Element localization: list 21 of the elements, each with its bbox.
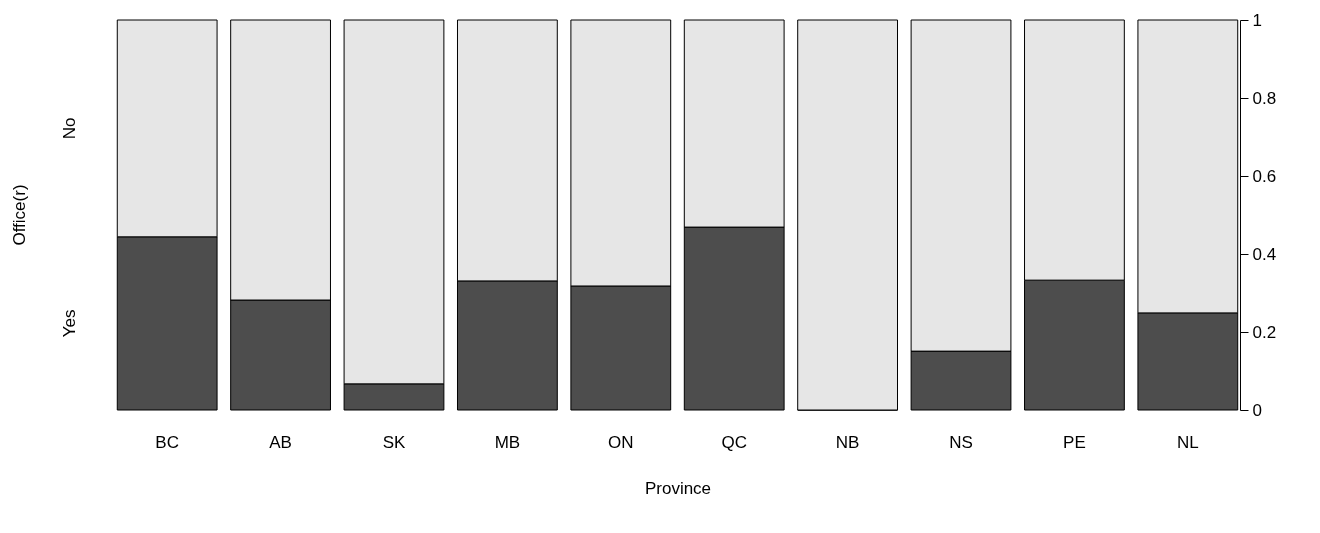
y-tick-label: 0.2 (1252, 322, 1277, 342)
x-tick-label: NS (949, 432, 973, 452)
x-tick-label: NL (1176, 432, 1199, 452)
x-tick-label: MB (494, 432, 521, 452)
y-tick-label: 0 (1252, 400, 1262, 420)
x-tick-label: AB (269, 432, 292, 452)
x-axis-title: Province (644, 478, 712, 498)
x-tick-label: BC (155, 432, 179, 452)
x-tick-label: PE (1063, 432, 1086, 452)
y-tick-label: 1 (1252, 10, 1262, 30)
y-tick-label: 0.8 (1252, 88, 1277, 108)
text: No (60, 117, 79, 140)
y-tick-label: 0.6 (1252, 166, 1277, 186)
text: Yes (60, 309, 79, 338)
x-tick-label: SK (382, 432, 406, 452)
x-tick-label: QC (721, 432, 747, 452)
x-tick-label: ON (608, 432, 634, 452)
bar (797, 19, 899, 411)
x-tick-label: NB (835, 432, 860, 452)
y-tick-label: 0.4 (1252, 244, 1277, 264)
y-axis-title: Office(r) (10, 184, 29, 246)
